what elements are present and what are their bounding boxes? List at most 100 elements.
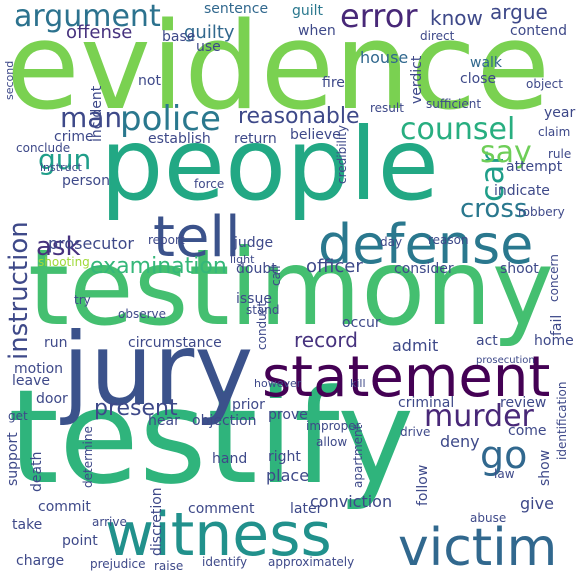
word-comment: comment [188, 501, 255, 517]
word-know: know [430, 6, 483, 30]
word-people: people [100, 106, 439, 223]
word-prosecution: prosecution [476, 355, 535, 366]
word-not: not [138, 73, 161, 89]
word-apartment: apartment [351, 424, 365, 488]
word-fire: fire [322, 75, 345, 91]
word-person: person [62, 173, 110, 189]
word-home: home [534, 333, 574, 349]
word-identify: identify [202, 555, 248, 569]
word-charge: charge [16, 553, 65, 569]
word-conviction: conviction [310, 492, 393, 511]
word-argument: argument [14, 0, 161, 34]
word-officer: officer [306, 256, 363, 277]
word-determine: determine [81, 426, 95, 488]
word-allow: allow [316, 435, 348, 449]
word-witness: witness [105, 500, 332, 570]
word-admit: admit [392, 336, 439, 355]
word-record: record [294, 328, 358, 352]
word-sufficient: sufficient [426, 97, 482, 111]
word-kill: kill [350, 377, 366, 390]
word-review: review [500, 395, 547, 411]
word-observe: observe [118, 307, 167, 321]
word-hear: hear [148, 413, 180, 429]
word-doubt: doubt [236, 261, 277, 277]
word-guilty: guilty [184, 22, 235, 43]
word-crime: crime [54, 129, 94, 145]
word-law: law [494, 467, 515, 481]
word-credibility: credibility [335, 124, 349, 184]
word-house: house [360, 48, 409, 67]
word-police: police [120, 99, 221, 139]
word-gun: gun [38, 143, 92, 176]
word-prejudice: prejudice [90, 557, 146, 571]
word-base: base [162, 29, 196, 45]
word-establish: establish [148, 131, 211, 147]
word-follow: follow [415, 464, 431, 506]
word-ask: ask [36, 232, 81, 262]
word-light: light [230, 253, 255, 266]
word-arrive: arrive [92, 515, 127, 529]
word-take: take [12, 517, 43, 533]
word-present: present [94, 396, 178, 421]
word-examination: examination [90, 254, 227, 279]
word-error: error [340, 0, 418, 35]
word-concern: concern [547, 254, 561, 302]
word-believe: believe [290, 127, 341, 143]
word-place: place [266, 466, 310, 485]
word-tell: tell [153, 205, 241, 270]
word-reasonable: reasonable [238, 104, 360, 129]
word-however: however [254, 377, 302, 390]
word-try: try [74, 293, 91, 307]
word-stand: stand [246, 303, 280, 317]
word-jury: jury [62, 311, 254, 428]
word-criminal: criminal [398, 395, 455, 411]
word-prove: prove [268, 407, 308, 423]
word-day: day [380, 235, 403, 249]
word-claim: claim [538, 125, 571, 139]
word-say: say [480, 135, 532, 170]
word-shooting: shooting [38, 255, 90, 269]
word-return: return [234, 131, 277, 147]
word-raise: raise [154, 559, 184, 573]
word-guilt: guilt [292, 3, 324, 19]
word-objection: objection [192, 413, 257, 429]
word-commit: commit [38, 499, 91, 515]
word-leave: leave [12, 373, 50, 389]
word-incident: incident [89, 85, 105, 142]
word-instruction: instruction [4, 221, 34, 360]
word-when: when [298, 23, 336, 39]
word-testimony: testimony [28, 227, 555, 349]
word-attempt: attempt [506, 159, 563, 175]
word-second: second [3, 60, 16, 100]
word-object: object [526, 77, 563, 91]
word-door: door [36, 391, 68, 407]
word-issue: issue [236, 291, 272, 307]
word-evidence: evidence [6, 0, 551, 137]
word-abuse: abuse [470, 511, 507, 525]
word-prior: prior [232, 397, 265, 413]
word-indicate: indicate [494, 183, 550, 199]
word-identification: identification [555, 381, 569, 460]
word-occur: occur [342, 315, 381, 331]
word-force: force [194, 177, 225, 191]
word-run: run [44, 335, 68, 351]
word-cross: cross [460, 194, 528, 224]
word-reason: reason [428, 233, 469, 247]
word-go: go [480, 433, 528, 477]
word-verdict: verdict [409, 55, 425, 104]
word-statement: statement [262, 345, 551, 410]
word-result: result [370, 101, 404, 115]
word-judge: judge [234, 235, 274, 251]
word-fail: fail [549, 314, 565, 336]
word-report: report [148, 233, 185, 247]
word-improper: improper [306, 419, 361, 433]
word-year: year [544, 105, 576, 121]
word-deny: deny [440, 432, 480, 451]
word-rule: rule [548, 147, 572, 161]
word-murder: murder [424, 399, 534, 434]
word-use: use [196, 39, 221, 55]
word-give: give [520, 494, 554, 513]
word-drive: drive [400, 425, 431, 439]
word-sentence: sentence [204, 1, 269, 17]
